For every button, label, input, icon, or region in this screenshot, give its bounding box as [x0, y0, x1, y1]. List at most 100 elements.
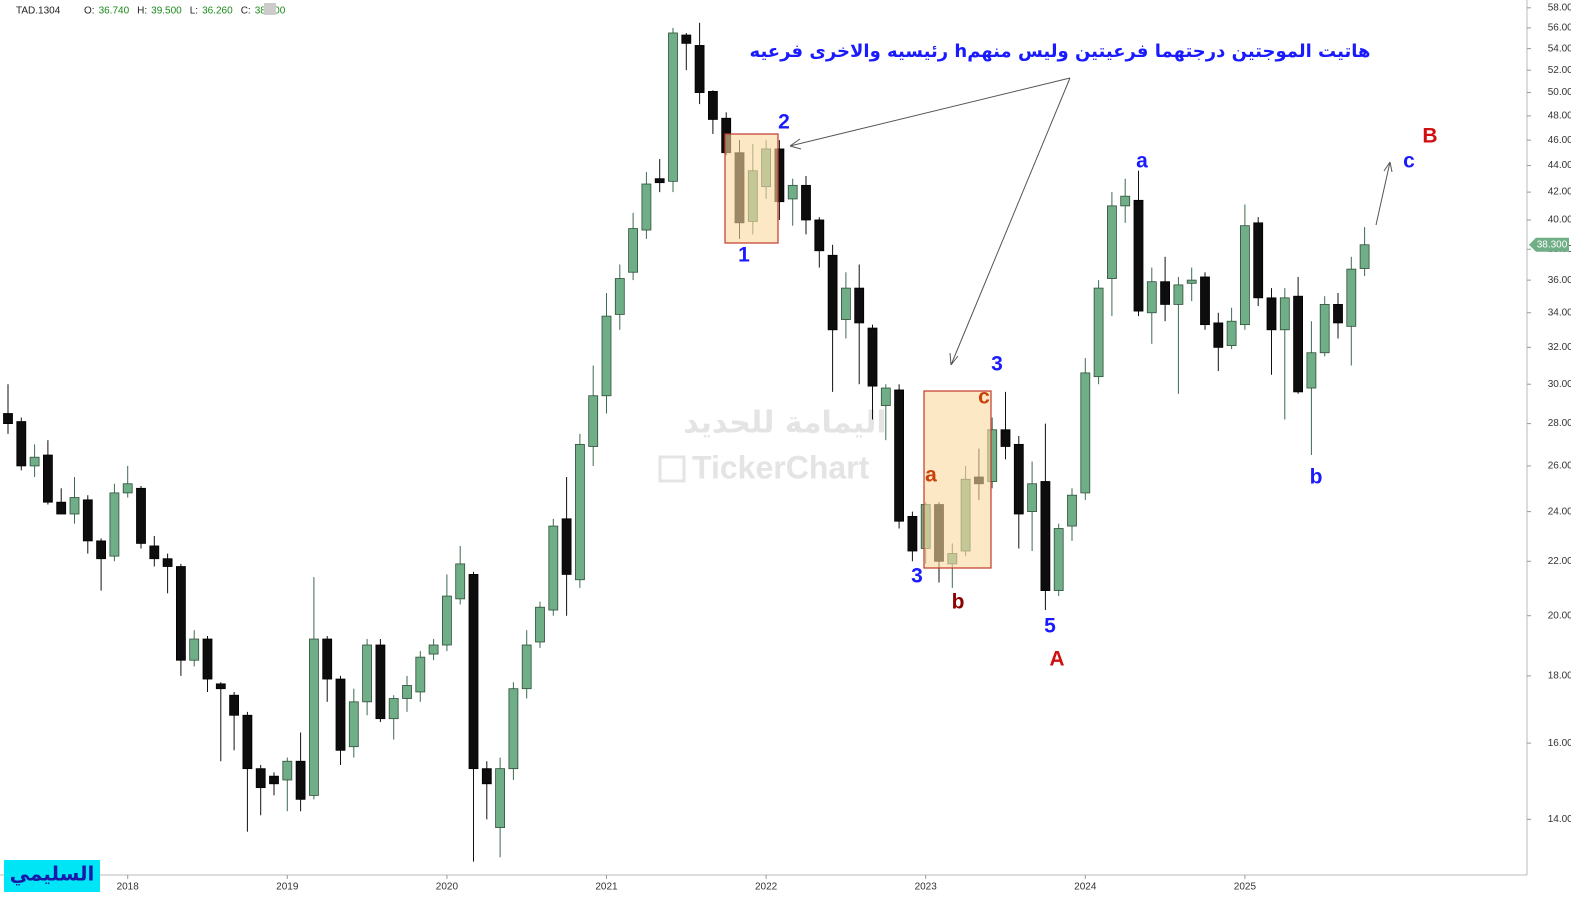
- symbol: TAD.1304: [16, 6, 61, 17]
- y-tick-label: 34.000: [1548, 307, 1571, 318]
- candle-body: [295, 760, 306, 800]
- watermark-text: TickerChart: [692, 449, 870, 485]
- x-tick-label: 2020: [436, 882, 459, 893]
- y-tick-label: 14.000: [1548, 814, 1571, 825]
- candle-body: [1027, 483, 1037, 513]
- candle-body: [56, 501, 67, 515]
- watermark: اليمامة للحديد TickerChart: [658, 406, 887, 485]
- menu-button[interactable]: [264, 3, 276, 15]
- candle-body: [1067, 494, 1077, 527]
- candle-body: [96, 540, 106, 560]
- y-tick-label: 36.000: [1548, 275, 1571, 286]
- candle-body: [269, 775, 279, 785]
- candle-body: [575, 443, 585, 581]
- candle-body: [69, 497, 80, 515]
- candle-body: [415, 656, 426, 693]
- candle-body: [654, 178, 665, 184]
- candle-body: [109, 492, 120, 557]
- candle-body: [29, 456, 40, 467]
- candle-body: [588, 395, 599, 447]
- last-price-label: 38.300: [1537, 239, 1568, 250]
- candle-body: [814, 219, 825, 252]
- header-label: O:: [84, 6, 95, 17]
- x-tick-label: 2022: [755, 882, 778, 893]
- candle-body: [189, 638, 200, 661]
- x-tick-label: 2025: [1234, 882, 1257, 893]
- y-tick-label: 44.000: [1548, 160, 1571, 171]
- candle-body: [215, 683, 226, 690]
- candle-body: [694, 45, 705, 93]
- candle-body: [136, 487, 146, 544]
- candle-body: [1173, 284, 1184, 305]
- candle-body: [468, 574, 479, 770]
- y-tick-label: 56.000: [1548, 22, 1571, 33]
- header-label: L:: [190, 6, 198, 17]
- header-value: 39.500: [151, 6, 182, 17]
- y-tick-label: 30.000: [1548, 379, 1571, 390]
- candle-body: [1359, 244, 1370, 269]
- y-tick-label: 40.000: [1548, 215, 1571, 226]
- candle-body: [787, 184, 798, 200]
- candle-body: [1346, 268, 1357, 327]
- candle-body: [82, 499, 93, 542]
- candle-body: [1253, 222, 1264, 299]
- wave-boxes: [724, 133, 992, 569]
- y-tick-label: 22.000: [1548, 556, 1571, 567]
- candle-body: [149, 545, 160, 560]
- candle-body: [1226, 320, 1237, 346]
- arrow: [789, 77, 1071, 150]
- wave-box: [724, 133, 779, 244]
- candle-body: [1093, 287, 1104, 378]
- candle-body: [242, 714, 253, 770]
- candle-body: [282, 760, 293, 781]
- candle-body: [402, 685, 412, 699]
- y-tick-label: 20.000: [1548, 610, 1571, 621]
- candle-body: [521, 644, 532, 690]
- y-tick-label: 54.000: [1548, 43, 1571, 54]
- author: السليمي: [10, 862, 95, 887]
- candle-body: [854, 287, 865, 324]
- candle-body: [388, 698, 399, 720]
- header-label: H:: [137, 6, 147, 17]
- candle-body: [255, 768, 266, 789]
- candle-body: [1000, 429, 1011, 447]
- candle-body: [175, 566, 186, 661]
- candle-body: [708, 91, 718, 120]
- candle-body: [1306, 352, 1317, 389]
- y-tick-label: 58.000: [1548, 2, 1571, 13]
- candle-body: [362, 644, 373, 703]
- author-box: [4, 860, 100, 892]
- wave-label: b: [952, 591, 965, 614]
- annotation-title: هاتيت الموجتين درجتهما فرعيتين وليس منهم…: [750, 41, 1371, 62]
- candle-body: [455, 563, 466, 600]
- y-tick-label: 48.000: [1548, 111, 1571, 122]
- wave-label: b: [1310, 466, 1323, 489]
- candle-body: [122, 483, 133, 494]
- candle-body: [548, 525, 559, 611]
- candle-body: [1146, 281, 1157, 314]
- header-value: 36.260: [202, 6, 233, 17]
- candle-body: [229, 694, 240, 716]
- candle-body: [16, 421, 27, 467]
- candle-body: [1107, 205, 1117, 279]
- wave-label: c: [1403, 150, 1415, 173]
- candle-body: [801, 184, 811, 221]
- candle-body: [1133, 199, 1144, 312]
- candle-body: [1186, 279, 1197, 284]
- wave-label: c: [978, 386, 990, 409]
- y-tick-label: 28.000: [1548, 418, 1571, 429]
- y-tick-label: 52.000: [1548, 65, 1571, 76]
- candle-body: [827, 254, 838, 331]
- candle-body: [614, 278, 625, 315]
- watermark-text: اليمامة للحديد: [683, 406, 886, 441]
- candle-body: [894, 389, 904, 522]
- candle-body: [1319, 304, 1330, 354]
- candle-body: [561, 518, 572, 575]
- candle-body: [375, 644, 386, 720]
- candle-body: [1200, 276, 1210, 326]
- candle-body: [162, 558, 173, 567]
- candle-body: [308, 638, 319, 796]
- candle-body: [1120, 195, 1131, 207]
- candle-body: [348, 701, 359, 748]
